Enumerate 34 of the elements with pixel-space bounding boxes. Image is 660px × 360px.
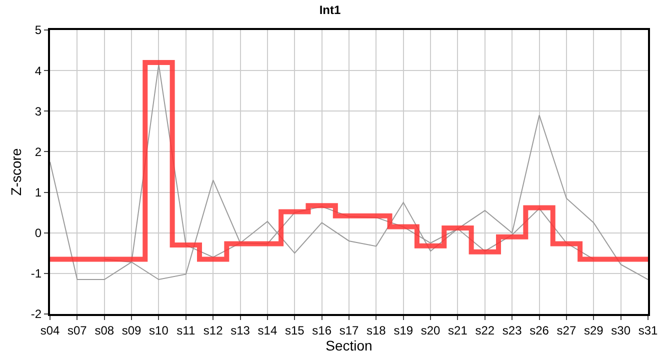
x-tick-label: s04 xyxy=(40,323,60,338)
x-tick-label: s31 xyxy=(638,323,658,338)
x-tick-label: s11 xyxy=(176,323,196,338)
x-tick-label: s09 xyxy=(122,323,142,338)
y-axis-title: Z-score xyxy=(8,148,24,196)
y-tick-label: 2 xyxy=(34,144,42,159)
x-tick-label: s08 xyxy=(94,323,114,338)
x-tick-label: s29 xyxy=(584,323,604,338)
x-tick-label: s17 xyxy=(339,323,359,338)
y-tick-label: -1 xyxy=(30,266,42,281)
y-tick-label: 3 xyxy=(34,104,42,118)
x-tick-label: s19 xyxy=(394,323,414,338)
y-tick-label: 4 xyxy=(34,64,42,78)
x-tick-label: s07 xyxy=(68,323,88,338)
y-tick-label: 5 xyxy=(34,23,42,38)
x-tick-label: s22 xyxy=(475,323,495,338)
y-tick-label: 1 xyxy=(34,185,42,200)
x-tick-label: s18 xyxy=(366,323,386,338)
x-tick-label: s26 xyxy=(530,323,550,338)
x-tick-label: s10 xyxy=(149,323,169,338)
y-tick-label: 0 xyxy=(34,226,42,240)
x-tick-label: s16 xyxy=(312,323,332,338)
x-axis-title: Section xyxy=(326,337,372,354)
x-tick-label: s15 xyxy=(284,323,305,338)
x-tick-label: s30 xyxy=(611,323,631,338)
chart-title: Int1 xyxy=(319,2,341,17)
x-tick-label: s23 xyxy=(502,323,522,338)
x-tick-label: s12 xyxy=(203,323,224,338)
x-tick-label: s27 xyxy=(556,323,576,338)
x-tick-label: s13 xyxy=(230,323,250,338)
x-tick-label: s21 xyxy=(448,323,468,338)
x-tick-label: s14 xyxy=(258,323,278,338)
x-tick-label: s20 xyxy=(420,323,441,338)
y-tick-label: -2 xyxy=(30,307,42,322)
